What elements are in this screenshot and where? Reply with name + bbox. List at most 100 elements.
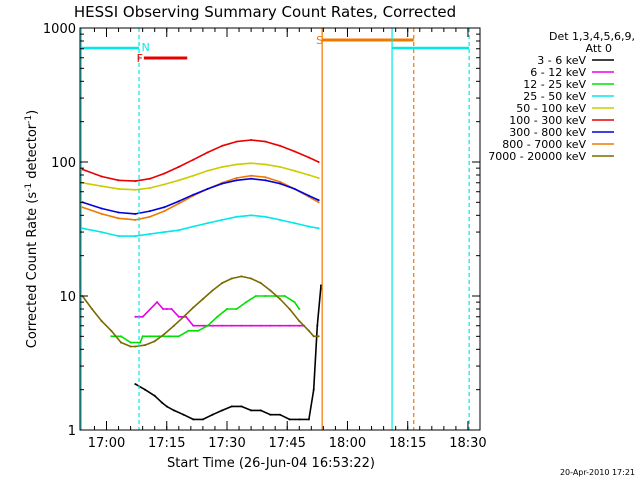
data-point: [129, 341, 132, 344]
data-point: [250, 162, 253, 165]
data-point: [182, 413, 185, 416]
y-axis-label-mid: detector: [25, 123, 40, 183]
data-point: [201, 298, 204, 300]
data-point: [201, 418, 204, 421]
data-point: [153, 394, 156, 397]
data-point: [134, 212, 137, 215]
x-tick-label: 18:00: [329, 436, 366, 451]
data-point: [117, 211, 120, 214]
data-point: [206, 187, 209, 190]
legend-label: 300 - 800 keV: [509, 126, 586, 139]
data-point: [235, 140, 238, 143]
generation-timestamp: 20-Apr-2010 17:21: [560, 468, 635, 477]
data-point: [264, 163, 267, 166]
data-point: [163, 206, 166, 209]
data-point: [269, 289, 272, 292]
night-label: N: [141, 41, 149, 54]
data-point: [144, 388, 147, 391]
data-point: [134, 383, 137, 386]
x-tick-label: 18:15: [389, 436, 426, 451]
data-point: [307, 156, 310, 159]
data-point: [206, 222, 209, 225]
data-point: [163, 172, 166, 175]
y-tick-label: 1: [68, 424, 76, 439]
data-point: [177, 179, 180, 182]
data-point: [201, 324, 204, 327]
data-point: [117, 235, 120, 238]
data-point: [264, 215, 267, 218]
data-point: [240, 405, 243, 408]
data-point: [293, 187, 296, 190]
y-axis-label-main: Corrected Count Rate (s: [25, 192, 40, 349]
data-point: [206, 324, 209, 327]
data-point: [185, 315, 187, 318]
data-point: [81, 206, 84, 209]
data-point: [264, 179, 267, 182]
annotation-layer: NF S: [80, 28, 470, 430]
data-point: [221, 165, 224, 168]
data-point: [134, 218, 137, 221]
data-point: [221, 324, 224, 327]
data-point: [279, 165, 281, 168]
data-point: [235, 163, 238, 166]
data-point: [100, 231, 103, 234]
data-point: [283, 295, 286, 297]
data-point: [170, 308, 173, 310]
data-point: [259, 282, 262, 284]
legend-label: 7000 - 20000 keV: [488, 150, 586, 163]
data-point: [307, 174, 310, 176]
x-axis: 17:00 17:15 17:30 17:45 18:00 18:15 18:30: [88, 28, 487, 451]
data-point: [250, 174, 253, 177]
data-point: [177, 229, 180, 232]
x-tick-label: 17:00: [88, 436, 125, 451]
data-point: [173, 324, 175, 327]
data-point: [211, 413, 214, 416]
data-point: [279, 298, 281, 300]
data-point: [163, 231, 166, 234]
data-point: [288, 324, 291, 327]
data-point: [250, 214, 253, 217]
data-point: [279, 413, 281, 416]
data-point: [293, 222, 296, 225]
data-point: [240, 324, 243, 327]
data-point: [230, 324, 233, 327]
data-point: [317, 227, 320, 230]
data-point: [307, 194, 310, 197]
data-point: [120, 341, 122, 344]
data-point: [317, 199, 320, 202]
legend-label: 12 - 25 keV: [523, 78, 586, 91]
data-point: [177, 315, 180, 318]
data-point: [211, 324, 214, 327]
data-point: [230, 277, 233, 280]
data-point: [317, 177, 320, 179]
y-axis-label-sup2: -1: [24, 115, 34, 124]
x-tick-label: 17:15: [148, 436, 185, 451]
series-7: [81, 177, 320, 215]
data-point: [317, 335, 320, 338]
data-point: [250, 139, 253, 141]
data-point: [117, 179, 120, 182]
data-point: [316, 324, 319, 327]
data-point: [144, 344, 147, 347]
data-point: [148, 177, 151, 180]
data-point: [298, 320, 301, 323]
data-point: [216, 315, 219, 318]
data-point: [279, 180, 281, 183]
y-axis-label-end: ): [25, 110, 40, 115]
data-point: [235, 215, 238, 218]
data-point: [81, 227, 84, 230]
data-point: [235, 308, 238, 310]
data-point: [293, 150, 296, 153]
data-point: [192, 174, 195, 177]
data-point: [110, 335, 113, 338]
data-point: [317, 161, 320, 163]
data-point: [279, 144, 281, 147]
data-point: [298, 308, 301, 310]
y-axis-label: Corrected Count Rate (s-1 detector-1): [24, 110, 40, 348]
data-point: [163, 333, 166, 336]
data-point: [134, 235, 137, 238]
data-point: [307, 329, 310, 332]
legend-label: 100 - 300 keV: [509, 114, 586, 127]
data-point: [117, 217, 120, 220]
